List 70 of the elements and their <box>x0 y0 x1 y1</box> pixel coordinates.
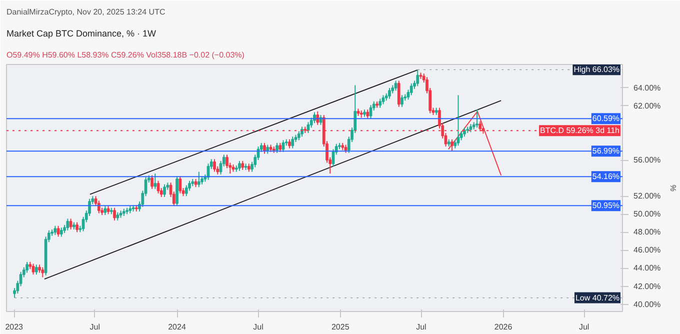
candlestick <box>54 225 57 236</box>
y-tick-label: 46.00% <box>634 246 661 255</box>
candlestick <box>394 80 398 92</box>
candlestick <box>238 160 241 172</box>
candlestick <box>213 158 216 172</box>
x-tick-label: 2023 <box>5 322 24 332</box>
candlestick <box>66 218 70 231</box>
y-axis-title: % <box>668 184 678 192</box>
candlestick <box>410 82 413 96</box>
candlestick <box>113 207 116 221</box>
candlestick <box>316 110 320 126</box>
ref-line-label: 60.59% <box>592 114 620 124</box>
y-tick-label: 50.00% <box>634 210 661 219</box>
y-tick-label: 48.00% <box>634 228 661 237</box>
candlestick <box>476 109 478 128</box>
candlestick <box>241 160 244 170</box>
text: DanialMirzaCrypto, Nov 20, 2025 13:24 UTC <box>6 8 166 16</box>
candlestick <box>41 266 44 278</box>
candlestick <box>184 184 188 197</box>
candlestick <box>276 142 278 154</box>
candlestick <box>416 69 420 87</box>
ref-line-label: 56.99% <box>592 146 620 156</box>
candlestick <box>278 142 282 152</box>
candlestick <box>197 171 200 188</box>
x-tick-label: Jul <box>416 322 427 332</box>
candlestick <box>378 98 382 108</box>
candlestick <box>76 222 78 233</box>
x-tick-label: Jul <box>90 322 100 332</box>
candlestick <box>291 136 294 149</box>
candlestick <box>463 127 466 138</box>
x-tick-label: 2024 <box>168 322 186 332</box>
candlestick <box>104 206 107 216</box>
candlestick <box>60 227 63 238</box>
y-tick-label: 52.00% <box>634 192 661 201</box>
candlestick <box>154 173 157 190</box>
y-tick-label: 44.00% <box>634 264 661 273</box>
y-tick-label: 42.00% <box>634 282 661 291</box>
ref-line-label: BTC.D 59.26% 3d 11h <box>540 126 620 136</box>
annotation: Low 40.72% <box>575 293 620 302</box>
candlestick <box>288 138 291 149</box>
y-tick-label: 40.00% <box>634 300 661 309</box>
candlestick <box>32 263 35 276</box>
ref-line-label: 50.95% <box>592 201 620 210</box>
candlestick <box>397 80 400 108</box>
candlestick <box>150 174 154 190</box>
candlestick <box>366 109 370 120</box>
x-tick-label: 2025 <box>331 322 350 332</box>
candlestick <box>69 218 72 230</box>
candlestick <box>178 176 182 194</box>
candlestick <box>400 94 404 108</box>
x-tick-label: Jul <box>253 322 264 332</box>
candlestick <box>450 138 454 152</box>
candlestick <box>388 87 391 100</box>
candlestick <box>382 94 385 105</box>
candlestick <box>34 264 38 276</box>
y-tick-label: 62.00% <box>634 101 661 110</box>
candlestick <box>263 142 266 154</box>
y-tick-label: 64.00% <box>634 83 661 92</box>
candlestick <box>56 225 60 238</box>
candlestick <box>26 261 28 274</box>
chart-subtitle: O59.49% H59.60% L58.93% C59.26% Vol358.18B −0.02 (−0.03%) <box>6 50 245 60</box>
candlestick <box>456 94 460 146</box>
x-tick-label: 2026 <box>494 322 513 332</box>
y-tick-label: 56.00% <box>634 156 661 165</box>
annotation: High 66.03% <box>574 65 620 74</box>
chart-title: Market Cap BTC Dominance, % · 1W <box>6 28 157 38</box>
candlestick <box>297 130 300 141</box>
x-tick-label: Jul <box>579 322 590 332</box>
ref-line-label: 54.16% <box>592 172 620 182</box>
candlestick <box>163 184 166 198</box>
